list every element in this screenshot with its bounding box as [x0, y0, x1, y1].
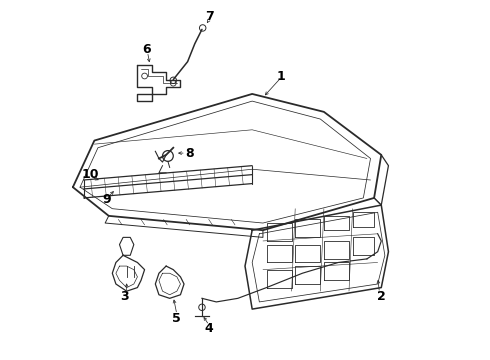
Text: 6: 6 — [142, 42, 151, 55]
Text: 2: 2 — [377, 290, 386, 303]
Text: 9: 9 — [102, 193, 111, 206]
Text: 7: 7 — [205, 10, 214, 23]
Text: 8: 8 — [185, 147, 194, 159]
Text: 5: 5 — [172, 311, 181, 325]
Text: 4: 4 — [205, 322, 214, 335]
Text: 1: 1 — [276, 69, 285, 82]
Text: 10: 10 — [81, 168, 99, 181]
Text: 3: 3 — [121, 290, 129, 303]
